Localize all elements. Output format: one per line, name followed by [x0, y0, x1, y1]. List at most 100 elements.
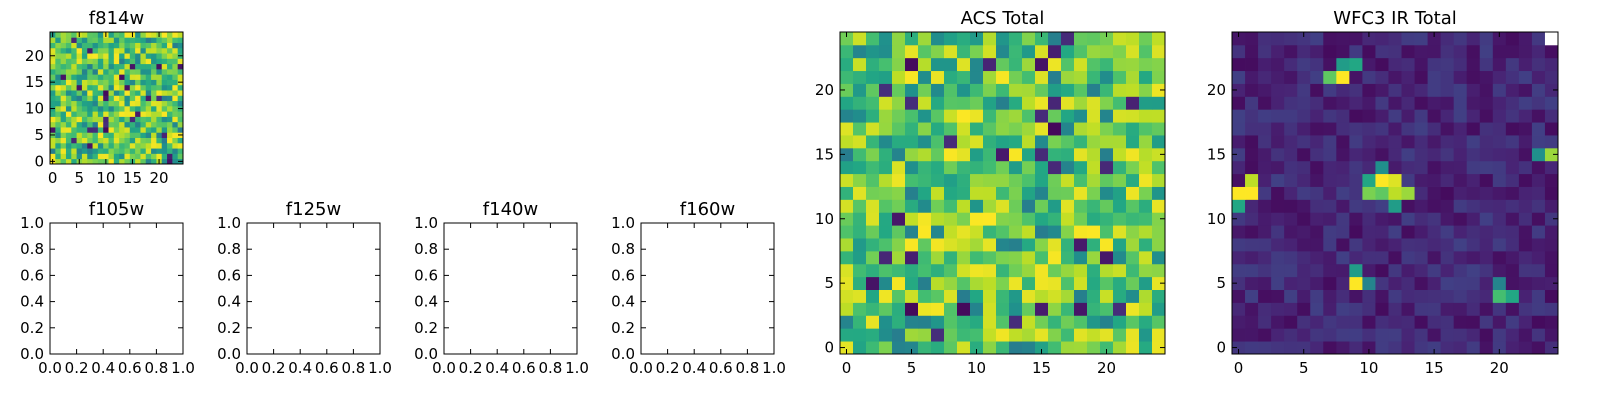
heatmap-cell	[1087, 44, 1101, 59]
heatmap-cell	[1466, 341, 1481, 355]
heatmap-cell	[92, 111, 99, 117]
heatmap-cell	[1009, 32, 1023, 46]
heatmap-cell	[866, 315, 880, 329]
panel-title: f105w	[89, 199, 144, 220]
heatmap-cell	[172, 142, 179, 149]
heatmap-cell	[996, 328, 1010, 342]
heatmap-cell	[931, 135, 945, 149]
heatmap-cell	[944, 212, 958, 226]
heatmap-cell	[1310, 238, 1324, 252]
heatmap-cell	[1048, 96, 1062, 110]
heatmap-cell	[1440, 173, 1455, 187]
heatmap-cell	[65, 63, 72, 70]
y-tick-label: 15	[25, 73, 44, 91]
heatmap-cell	[879, 96, 893, 110]
heatmap-cell	[145, 153, 152, 160]
heatmap-cell	[1113, 289, 1127, 303]
heatmap-cell	[1035, 315, 1049, 329]
heatmap-cell	[1531, 122, 1546, 136]
heatmap-cell	[71, 42, 77, 49]
heatmap-cell	[957, 341, 971, 355]
heatmap-cell	[129, 79, 136, 86]
heatmap-cell	[1113, 122, 1127, 136]
heatmap-cell	[50, 63, 56, 70]
heatmap-cell	[866, 263, 880, 278]
heatmap-cell	[172, 100, 179, 107]
heatmap-cell	[996, 135, 1010, 149]
heatmap-cell	[1349, 70, 1363, 84]
heatmap-cell	[108, 68, 115, 75]
heatmap-cell	[853, 173, 867, 187]
heatmap-cell	[119, 63, 125, 70]
heatmap-cell	[918, 122, 932, 136]
heatmap-cell	[113, 142, 120, 149]
heatmap-cell	[1336, 160, 1350, 175]
heatmap-cell	[1232, 250, 1246, 265]
heatmap-cell	[156, 79, 163, 86]
heatmap-cell	[840, 328, 854, 342]
heatmap-cell	[853, 238, 867, 252]
heatmap-cell	[1375, 289, 1389, 303]
heatmap-cell	[177, 42, 184, 49]
heatmap-cell	[879, 225, 893, 239]
heatmap-cell	[1061, 328, 1075, 342]
heatmap-cell	[119, 84, 125, 91]
heatmap-cell	[1009, 212, 1023, 226]
heatmap-cell	[1113, 70, 1127, 84]
heatmap-cell	[1427, 135, 1442, 149]
heatmap-cell	[1297, 44, 1311, 59]
heatmap-cell	[1258, 147, 1272, 162]
heatmap-cell	[892, 122, 906, 136]
heatmap-cell	[1388, 315, 1402, 329]
heatmap-cell	[161, 37, 168, 43]
heatmap-cell	[124, 74, 131, 80]
heatmap-cell	[1074, 302, 1088, 316]
heatmap-cell	[1388, 173, 1402, 187]
heatmap-cell	[71, 84, 77, 91]
heatmap-cell	[1349, 276, 1363, 290]
heatmap-cell	[50, 121, 56, 128]
heatmap-cell	[103, 53, 109, 59]
y-tick-label: 0.4	[611, 293, 635, 311]
heatmap-cell	[1048, 135, 1062, 149]
heatmap-cell	[1074, 212, 1088, 226]
heatmap-cell	[55, 63, 62, 70]
heatmap-cell	[1035, 32, 1049, 46]
heatmap-cell	[60, 42, 67, 49]
heatmap-cell	[1336, 315, 1350, 329]
heatmap-cell	[918, 225, 932, 239]
heatmap-cell	[1479, 302, 1494, 316]
heatmap-cell	[1414, 109, 1428, 123]
heatmap-cell	[119, 90, 125, 96]
heatmap-cell	[996, 32, 1010, 46]
heatmap-cell	[1113, 250, 1127, 265]
heatmap-cell	[1375, 225, 1389, 239]
heatmap-cell	[1414, 341, 1428, 355]
heatmap-cell	[970, 276, 984, 290]
heatmap-cell	[1453, 83, 1468, 97]
heatmap-cell	[1440, 57, 1455, 72]
heatmap-cell	[840, 276, 854, 290]
heatmap-cell	[1518, 109, 1533, 123]
heatmap-cell	[97, 116, 104, 123]
x-tick-label: 15	[1425, 359, 1444, 377]
heatmap-cell	[892, 238, 906, 252]
heatmap-cell	[119, 105, 125, 112]
heatmap-cell	[1414, 225, 1428, 239]
heatmap-cell	[161, 137, 168, 144]
heatmap-cell	[1479, 70, 1494, 84]
y-tick-label: 1.0	[611, 214, 635, 232]
heatmap-cell	[1453, 160, 1468, 175]
heatmap-cell	[1440, 122, 1455, 136]
heatmap-cell	[135, 42, 141, 49]
heatmap-cell	[996, 341, 1010, 355]
heatmap-cell	[1375, 57, 1389, 72]
heatmap-cell	[1427, 57, 1442, 72]
heatmap-cell	[1323, 263, 1337, 278]
heatmap-cell	[879, 302, 893, 316]
heatmap-cell	[1505, 173, 1520, 187]
heatmap-cell	[983, 96, 997, 110]
heatmap-cell	[50, 74, 56, 80]
heatmap-cell	[92, 58, 99, 65]
heatmap-cell	[87, 79, 93, 86]
